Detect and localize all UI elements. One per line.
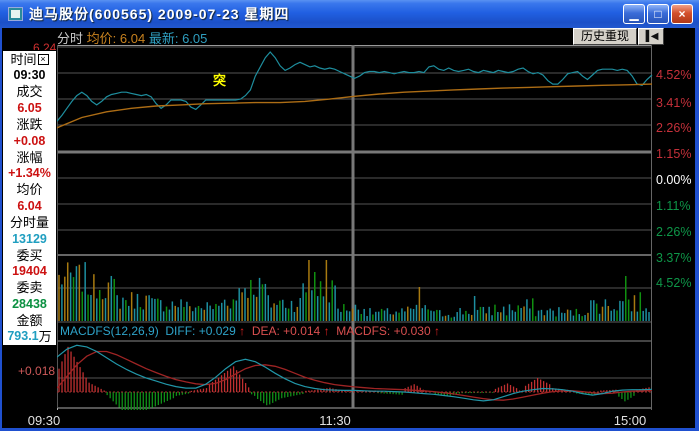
percent-axis: 4.52% 3.41% 2.26% 1.15% 0.00% 1.11% 2.26% 3.37%… [654, 45, 695, 295]
percent-tick-label: 3.41% [656, 96, 692, 110]
info-panel-row: 委买 [16, 247, 43, 263]
macd-header: MACDFS(12,26,9) DIFF: +0.029 ↑ DEA: +0.0… [60, 324, 440, 338]
title-bar[interactable]: 迪马股份(600565) 2009-07-23 星期四 ▁ □ × [0, 0, 699, 28]
time-tick-label: 09:30 [27, 413, 61, 428]
maximize-button[interactable]: □ [647, 4, 669, 24]
info-panel-row: 委卖 [16, 280, 43, 296]
info-panel-row: 6.05 [17, 100, 42, 115]
intraday-chart [57, 45, 653, 410]
up-arrow-icon: ↑ [239, 324, 246, 338]
info-panel-row: 金额 [16, 312, 43, 328]
chart-workspace: 分时 均价: 6.04 最新: 6.05 历史重现 ▌◀ 6.24 4.52% 3… [2, 28, 695, 428]
percent-tick-label: 0.00% [656, 173, 692, 187]
info-panel-row: 19404 [12, 264, 47, 279]
info-panel-row: 涨跌 [16, 116, 43, 132]
percent-tick-label: 1.15% [656, 147, 692, 161]
info-panel-row: 793.1 万 [7, 329, 52, 345]
up-arrow-icon: ↑ [433, 324, 440, 338]
percent-tick-label: 2.26% [656, 121, 692, 135]
info-panel-row: 28438 [12, 296, 47, 311]
last-price-label: 最新: 6.05 [148, 31, 208, 46]
percent-tick-label: 4.52% [656, 276, 692, 290]
info-panel-row: +0.08 [13, 133, 46, 148]
info-panel-row: 成交 [16, 84, 43, 100]
avg-price-label: 均价: 6.04 [86, 31, 146, 46]
history-replay-button[interactable]: 历史重现 [573, 28, 637, 45]
app-icon [8, 7, 23, 21]
macd-axis-label: +0.018 [18, 364, 56, 378]
info-panel-row: 涨幅 [16, 149, 43, 165]
breakout-annotation: 突 [213, 73, 227, 88]
minimize-button[interactable]: ▁ [623, 4, 645, 24]
info-panel-row: 6.04 [17, 198, 42, 213]
chart-info-bar: 分时 均价: 6.04 最新: 6.05 [57, 28, 657, 46]
time-tick-label: 15:00 [613, 413, 647, 428]
info-panel-row: 09:30 [13, 68, 46, 83]
percent-tick-label: 1.11% [656, 199, 691, 213]
skip-to-start-icon[interactable]: ▌◀ [638, 28, 664, 45]
macd-indicator-name: MACDFS(12,26,9) [60, 324, 159, 338]
info-panel-row: 分时量 [9, 214, 49, 230]
percent-tick-label: 4.52% [656, 68, 692, 82]
quote-info-panel[interactable]: 时间 × 09:30 成交 6.05 涨跌 +0.08 涨幅 +1.34% 均价 6.04 分时量 13… [2, 50, 57, 346]
window-title: 迪马股份(600565) 2009-07-23 星期四 [29, 6, 290, 22]
time-tick-label: 11:30 [319, 413, 351, 428]
percent-tick-label: 3.37% [656, 251, 692, 265]
panel-close-icon[interactable]: × [37, 53, 49, 65]
info-panel-row: +1.34% [8, 166, 51, 181]
close-button[interactable]: × [671, 4, 693, 24]
macd-diff-value: DIFF: +0.029 [165, 324, 236, 338]
chart-type-label: 分时 [57, 31, 84, 46]
info-panel-row: 13129 [12, 231, 47, 246]
info-panel-row: 均价 [16, 182, 43, 198]
percent-tick-label: 2.26% [656, 225, 692, 239]
info-panel-row: 时间 × [3, 51, 56, 67]
up-arrow-icon: ↑ [323, 324, 330, 338]
macd-macd-value: MACDFS: +0.030 [336, 324, 431, 338]
macd-dea-value: DEA: +0.014 [251, 324, 321, 338]
